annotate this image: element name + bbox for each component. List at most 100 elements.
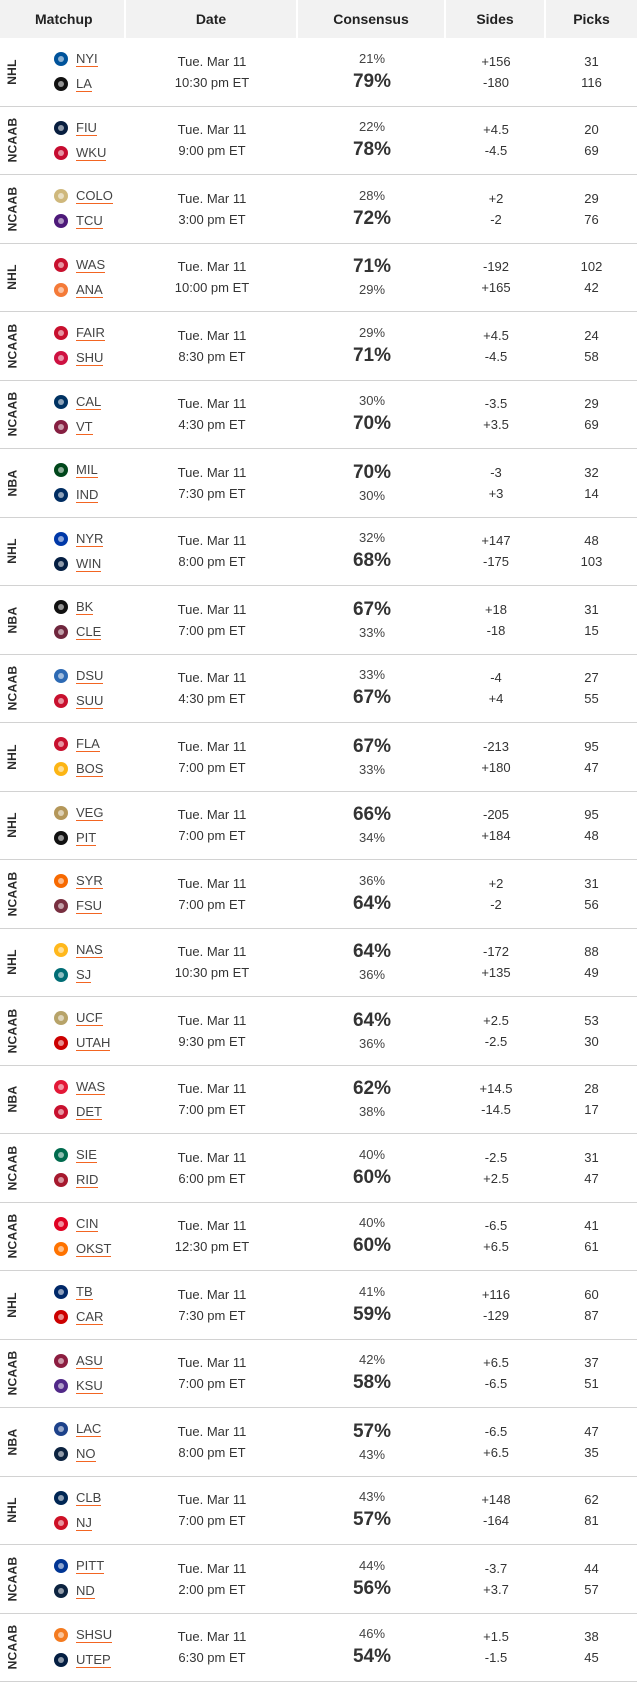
team-link[interactable]: SHSU — [76, 1626, 113, 1643]
team-link[interactable]: RID — [76, 1172, 99, 1189]
team-link[interactable]: CAR — [76, 1309, 104, 1326]
team-entry[interactable]: CLE — [53, 620, 126, 645]
team-link[interactable]: MIL — [76, 462, 98, 479]
table-row[interactable]: NBA LAC NO Tue. Mar 11 8:00 pm ET 57% 43% -6.5 +… — [0, 1408, 637, 1477]
table-row[interactable]: NBA WAS DET Tue. Mar 11 7:00 pm ET 62% 38% +14.… — [0, 1066, 637, 1134]
table-row[interactable]: NCAAB UCF UTAH Tue. Mar 11 9:30 pm ET 64% 36% +… — [0, 997, 637, 1066]
team-link[interactable]: SUU — [76, 692, 104, 709]
team-link[interactable]: ANA — [76, 281, 103, 298]
team-entry[interactable]: SIE — [53, 1143, 126, 1168]
team-link[interactable]: WAS — [76, 256, 106, 273]
team-entry[interactable]: UTAH — [53, 1031, 126, 1056]
team-link[interactable]: SHU — [76, 350, 104, 367]
header-date[interactable]: Date — [126, 0, 298, 38]
team-entry[interactable]: BOS — [53, 757, 126, 782]
team-entry[interactable]: VEG — [53, 800, 126, 825]
table-row[interactable]: NBA BK CLE Tue. Mar 11 7:00 pm ET 67% 33% +18 -1… — [0, 586, 637, 655]
team-entry[interactable]: VT — [53, 414, 126, 439]
team-entry[interactable]: BK — [53, 595, 126, 620]
team-entry[interactable]: ND — [53, 1579, 126, 1604]
team-entry[interactable]: COLO — [53, 184, 126, 209]
table-row[interactable]: NHL FLA BOS Tue. Mar 11 7:00 pm ET 67% 33% -213… — [0, 723, 637, 792]
team-entry[interactable]: CLB — [53, 1485, 126, 1510]
header-consensus[interactable]: Consensus — [298, 0, 446, 38]
team-link[interactable]: COLO — [76, 188, 113, 205]
table-row[interactable]: NCAAB DSU SUU Tue. Mar 11 4:30 pm ET 33% 67% -4… — [0, 655, 637, 723]
team-entry[interactable]: CAL — [53, 389, 126, 414]
team-link[interactable]: TB — [76, 1284, 93, 1301]
team-link[interactable]: WAS — [76, 1078, 106, 1095]
team-link[interactable]: WIN — [76, 555, 102, 572]
team-entry[interactable]: UCF — [53, 1006, 126, 1031]
header-picks[interactable]: Picks — [573, 11, 610, 27]
team-entry[interactable]: IND — [53, 483, 126, 508]
team-link[interactable]: CIN — [76, 1215, 99, 1232]
team-link[interactable]: LA — [76, 76, 92, 93]
team-link[interactable]: UTAH — [76, 1035, 111, 1052]
team-link[interactable]: ASU — [76, 1352, 103, 1369]
team-link[interactable]: TCU — [76, 213, 103, 230]
team-entry[interactable]: LAC — [53, 1417, 126, 1442]
team-link[interactable]: LAC — [76, 1421, 102, 1438]
team-entry[interactable]: WAS — [53, 1074, 126, 1099]
team-entry[interactable]: OKST — [53, 1236, 126, 1261]
team-entry[interactable]: RID — [53, 1168, 126, 1193]
table-row[interactable]: NCAAB SHSU UTEP Tue. Mar 11 6:30 pm ET 46% 54%… — [0, 1614, 637, 1682]
team-entry[interactable]: WAS — [53, 252, 126, 277]
team-link[interactable]: KSU — [76, 1377, 103, 1394]
table-row[interactable]: NHL WAS ANA Tue. Mar 11 10:00 pm ET 71% 29% -19… — [0, 244, 637, 312]
team-entry[interactable]: PITT — [53, 1554, 126, 1579]
team-entry[interactable]: DET — [53, 1099, 126, 1124]
team-link[interactable]: NYR — [76, 530, 104, 547]
team-link[interactable]: OKST — [76, 1240, 112, 1257]
team-entry[interactable]: ASU — [53, 1348, 126, 1373]
table-row[interactable]: NCAAB FAIR SHU Tue. Mar 11 8:30 pm ET 29% 71% +… — [0, 312, 637, 381]
team-link[interactable]: CAL — [76, 393, 102, 410]
team-entry[interactable]: FSU — [53, 894, 126, 919]
team-link[interactable]: ND — [76, 1583, 95, 1600]
table-row[interactable]: NHL TB CAR Tue. Mar 11 7:30 pm ET 41% 59% +116-… — [0, 1271, 637, 1340]
team-entry[interactable]: SUU — [53, 688, 126, 713]
team-link[interactable]: UCF — [76, 1010, 103, 1027]
table-row[interactable]: NHL NYI LA Tue. Mar 11 10:30 pm ET 21% 79% +156… — [0, 38, 637, 107]
table-row[interactable]: NHL VEG PIT Tue. Mar 11 7:00 pm ET 66% 34% -205… — [0, 792, 637, 860]
team-link[interactable]: NAS — [76, 941, 103, 958]
team-link[interactable]: NO — [76, 1446, 96, 1463]
team-entry[interactable]: WKU — [53, 140, 126, 165]
table-row[interactable]: NCAAB SYR FSU Tue. Mar 11 7:00 pm ET 36% 64% +2… — [0, 860, 637, 929]
team-link[interactable]: SYR — [76, 873, 103, 890]
table-row[interactable]: NBA MIL IND Tue. Mar 11 7:30 pm ET 70% 30% -3 +3… — [0, 449, 637, 518]
team-link[interactable]: WKU — [76, 144, 107, 161]
team-entry[interactable]: NO — [53, 1442, 126, 1467]
team-entry[interactable]: FLA — [53, 732, 126, 757]
table-row[interactable]: NCAAB COLO TCU Tue. Mar 11 3:00 pm ET 28% 72% +… — [0, 175, 637, 244]
team-entry[interactable]: UTEP — [53, 1647, 126, 1672]
team-entry[interactable]: SYR — [53, 869, 126, 894]
team-link[interactable]: FAIR — [76, 325, 105, 342]
team-link[interactable]: NJ — [76, 1514, 92, 1531]
team-entry[interactable]: FIU — [53, 115, 126, 140]
team-entry[interactable]: SHU — [53, 346, 126, 371]
team-link[interactable]: IND — [76, 487, 99, 504]
table-row[interactable]: NHL CLB NJ Tue. Mar 11 7:00 pm ET 43% 57% +148-… — [0, 1477, 637, 1545]
team-entry[interactable]: TCU — [53, 209, 126, 234]
table-row[interactable]: NHL NAS SJ Tue. Mar 11 10:30 pm ET 64% 36% -172… — [0, 929, 637, 997]
team-entry[interactable]: TB — [53, 1280, 126, 1305]
team-link[interactable]: PIT — [76, 829, 97, 846]
team-entry[interactable]: NYI — [53, 47, 126, 72]
team-link[interactable]: BK — [76, 599, 94, 616]
team-link[interactable]: NYI — [76, 51, 98, 68]
team-link[interactable]: FIU — [76, 119, 97, 136]
team-entry[interactable]: MIL — [53, 458, 126, 483]
team-link[interactable]: VEG — [76, 804, 104, 821]
team-entry[interactable]: LA — [53, 72, 126, 97]
team-entry[interactable]: NYR — [53, 526, 126, 551]
table-row[interactable]: NCAAB PITT ND Tue. Mar 11 2:00 pm ET 44% 56% -3… — [0, 1545, 637, 1614]
team-link[interactable]: VT — [76, 418, 93, 435]
team-entry[interactable]: WIN — [53, 551, 126, 576]
team-link[interactable]: UTEP — [76, 1651, 111, 1668]
table-row[interactable]: NCAAB SIE RID Tue. Mar 11 6:00 pm ET 40% 60% -2… — [0, 1134, 637, 1203]
team-link[interactable]: DET — [76, 1103, 102, 1120]
team-entry[interactable]: KSU — [53, 1373, 126, 1398]
team-entry[interactable]: SJ — [53, 962, 126, 987]
